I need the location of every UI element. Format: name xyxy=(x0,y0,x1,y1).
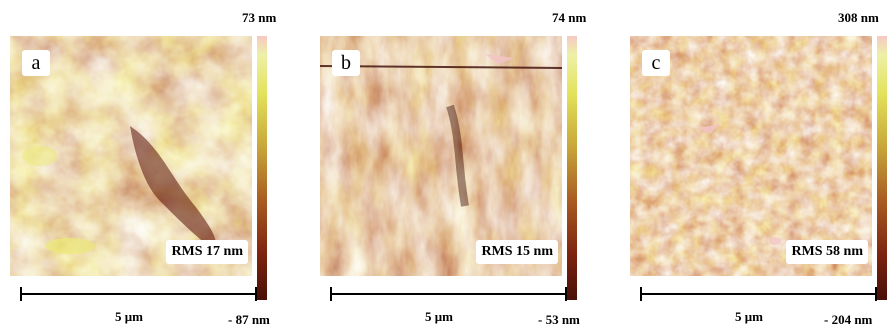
afm-panel-b: b RMS 15 nm 74 nm - 53 nm 5 μm xyxy=(320,0,610,330)
scale-bar-label: 5 μm xyxy=(425,309,453,324)
colorbar-max-label: 73 nm xyxy=(242,10,277,25)
rms-badge: RMS 58 nm xyxy=(786,240,868,264)
colorbar-min-label: - 87 nm xyxy=(228,312,270,327)
panel-label: a xyxy=(22,50,50,76)
afm-image-a: a RMS 17 nm xyxy=(10,36,252,276)
panel-label: c xyxy=(642,50,670,76)
afm-panel-c: c RMS 58 nm 308 nm - 204 nm 5 μm xyxy=(630,0,889,330)
afm-panel-a: a RMS 17 nm 73 nm - 87 nm 5 μm xyxy=(10,0,300,330)
scale-bar xyxy=(20,287,257,301)
scale-bar xyxy=(330,287,567,301)
afm-image-c: c RMS 58 nm xyxy=(630,36,872,276)
colorbar xyxy=(257,36,267,300)
topography-map-a xyxy=(10,36,252,276)
colorbar xyxy=(567,36,577,300)
scale-bar-label: 5 μm xyxy=(735,309,763,324)
colorbar-min-label: - 204 nm xyxy=(824,312,873,327)
afm-image-b: b RMS 15 nm xyxy=(320,36,562,276)
topography-map-c xyxy=(630,36,872,276)
rms-badge: RMS 17 nm xyxy=(166,240,248,264)
scale-bar xyxy=(640,287,877,301)
colorbar-max-label: 74 nm xyxy=(552,10,587,25)
rms-badge: RMS 15 nm xyxy=(476,240,558,264)
colorbar-min-label: - 53 nm xyxy=(538,312,580,327)
colorbar xyxy=(877,36,887,300)
topography-map-b xyxy=(320,36,562,276)
colorbar-max-label: 308 nm xyxy=(838,10,879,25)
panel-label: b xyxy=(332,50,360,76)
scale-bar-label: 5 μm xyxy=(115,309,143,324)
